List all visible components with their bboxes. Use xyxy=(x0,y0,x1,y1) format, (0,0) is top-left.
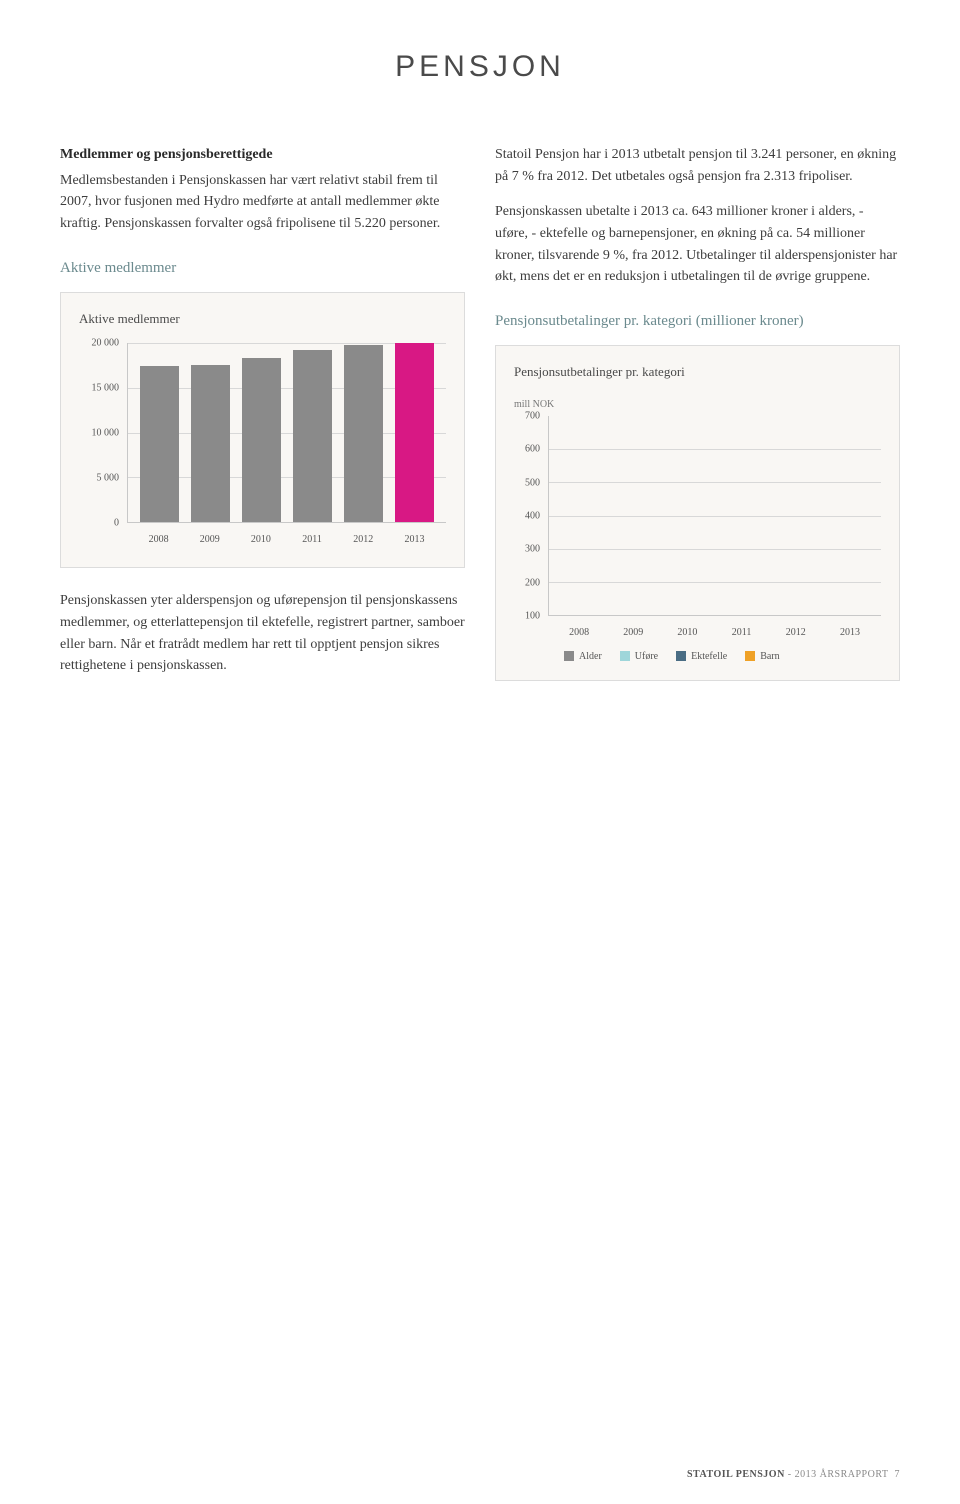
bar-x-axis: 200820092010201120122013 xyxy=(127,532,446,548)
bar-chart-box: Aktive medlemmer 05 00010 00015 00020 00… xyxy=(60,292,465,568)
stacked-chart-subtitle: mill NOK xyxy=(514,397,881,413)
bar-plot-area xyxy=(127,343,446,523)
bar xyxy=(395,343,434,522)
stacked-series xyxy=(549,416,881,615)
footer-page-number: 7 xyxy=(895,1469,901,1480)
bar xyxy=(140,366,179,523)
bar-chart: 05 00010 00015 00020 000 200820092010201… xyxy=(79,343,446,553)
bar xyxy=(293,350,332,522)
left-column: Medlemmer og pensjonsberettigede Medlems… xyxy=(60,144,465,681)
bar xyxy=(344,345,383,522)
page-footer: STATOIL PENSJON - 2013 ÅRSRAPPORT 7 xyxy=(687,1469,900,1480)
bar-chart-title: Aktive medlemmer xyxy=(79,309,446,329)
bar xyxy=(191,365,230,523)
left-para2: Pensjonskassen yter alderspensjon og ufø… xyxy=(60,590,465,677)
right-para2: Pensjonskassen ubetalte i 2013 ca. 643 m… xyxy=(495,201,900,288)
left-heading-aktive: Aktive medlemmer xyxy=(60,257,465,280)
bar-y-axis: 05 00010 00015 00020 000 xyxy=(79,343,123,523)
stacked-chart-box: Pensjonsutbetalinger pr. kategori mill N… xyxy=(495,345,900,681)
stacked-x-axis: 200820092010201120122013 xyxy=(548,625,881,641)
right-column: Statoil Pensjon har i 2013 utbetalt pens… xyxy=(495,144,900,681)
legend-item: Alder xyxy=(564,649,602,665)
legend-item: Barn xyxy=(745,649,779,665)
left-para1: Medlemsbestanden i Pensjonskassen har væ… xyxy=(60,170,465,235)
right-para1: Statoil Pensjon har i 2013 utbetalt pens… xyxy=(495,144,900,187)
stacked-chart: 100200300400500600700 200820092010201120… xyxy=(514,416,881,666)
stacked-chart-title: Pensjonsutbetalinger pr. kategori xyxy=(514,362,881,382)
chart-legend: Alder Uføre Ektefelle Barn xyxy=(564,649,881,665)
right-heading-utbetalinger: Pensjonsutbetalinger pr. kategori (milli… xyxy=(495,310,900,333)
legend-item: Uføre xyxy=(620,649,658,665)
footer-rest: - 2013 ÅRSRAPPORT xyxy=(785,1469,889,1480)
footer-brand: STATOIL PENSJON xyxy=(687,1469,785,1480)
left-subhead: Medlemmer og pensjonsberettigede xyxy=(60,144,465,166)
bar-series xyxy=(128,343,446,522)
bar xyxy=(242,358,281,522)
stacked-y-axis: 100200300400500600700 xyxy=(514,416,544,616)
stacked-plot-area xyxy=(548,416,881,616)
legend-item: Ektefelle xyxy=(676,649,727,665)
page-title: PENSJON xyxy=(60,50,900,84)
content-columns: Medlemmer og pensjonsberettigede Medlems… xyxy=(60,144,900,681)
